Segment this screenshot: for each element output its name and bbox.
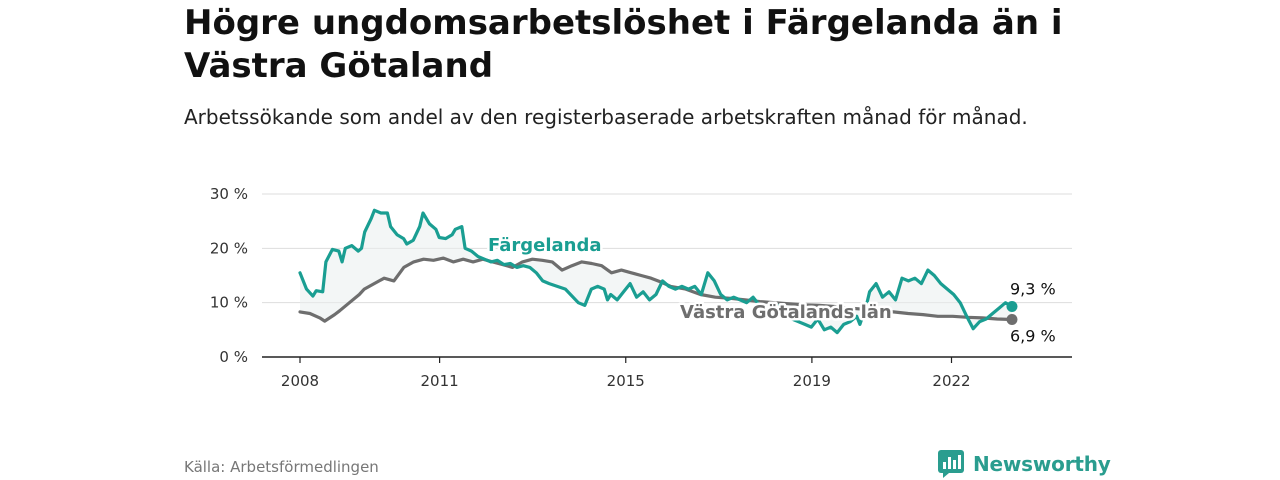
- series-label-fargelanda: Färgelanda: [488, 235, 602, 256]
- series: [298, 208, 1018, 335]
- series-end-point: [1006, 300, 1018, 312]
- x-tick-label: 2022: [932, 372, 970, 390]
- axes: 0 % 10 % 20 % 30 % 2008 2011 2015 2019 2022: [210, 185, 1072, 390]
- end-value-fargelanda: 9,3 %: [1010, 279, 1056, 298]
- chart-title: Högre ungdomsarbetslöshet i Färgelanda ä…: [184, 3, 1063, 86]
- source-note: Källa: Arbetsförmedlingen: [184, 458, 379, 476]
- series-label-fargelanda-halo: Färgelanda: [488, 235, 602, 256]
- x-tick-label: 2008: [281, 372, 319, 390]
- series-line-fargelanda: [298, 208, 1014, 335]
- y-tick-label: 20 %: [210, 239, 248, 257]
- gap-band: [300, 210, 1012, 333]
- series-line-vastra-gotaland: [298, 256, 1014, 323]
- x-tick-label: 2019: [793, 372, 831, 390]
- x-tick-label: 2015: [607, 372, 645, 390]
- brand-name: Newsworthy: [973, 452, 1111, 476]
- y-tick-label: 30 %: [210, 185, 248, 203]
- y-tick-label: 10 %: [210, 294, 248, 312]
- series-label-vastra-gotaland: Västra Götalands län: [680, 302, 892, 323]
- series-label-vastra-gotaland-halo: Västra Götalands län: [680, 302, 892, 323]
- brand-logo[interactable]: Newsworthy: [937, 449, 1111, 479]
- end-value-vastra-gotaland: 6,9 %: [1010, 327, 1056, 346]
- newsworthy-logo-icon: [938, 450, 964, 478]
- chart-subtitle: Arbetssökande som andel av den registerb…: [184, 105, 1028, 129]
- y-tick-label: 0 %: [219, 348, 248, 366]
- x-tick-label: 2011: [421, 372, 459, 390]
- series-end-point: [1006, 314, 1018, 326]
